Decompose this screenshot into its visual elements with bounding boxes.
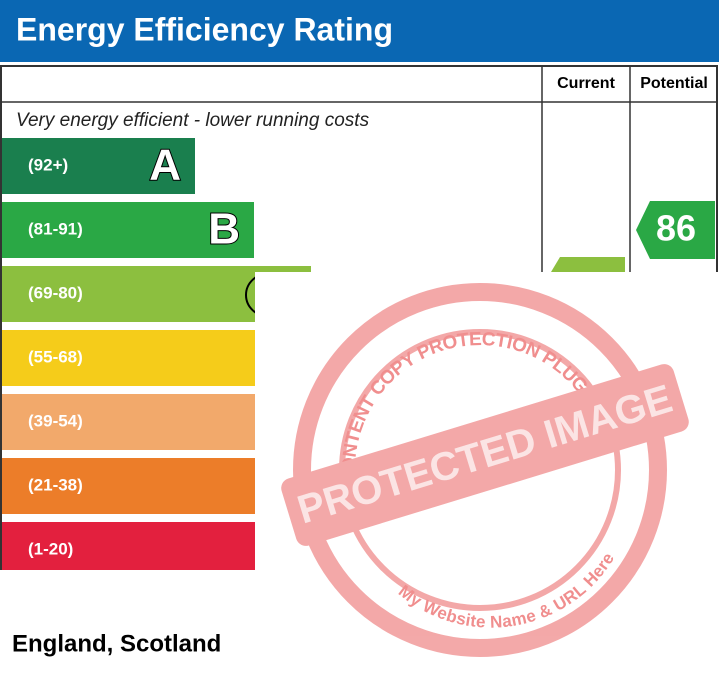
band-bar [2,138,195,194]
band-range: (39-54) [28,411,83,430]
band-range: (1-20) [28,539,73,558]
band-range: (21-38) [28,475,83,494]
stamp-banner [281,364,689,546]
watermark-cover [0,570,719,675]
column-header: Current [557,75,615,92]
potential-arrow [636,201,715,259]
title-bar [0,0,719,62]
band-bar [2,202,254,258]
title: Energy Efficiency Rating [16,11,393,47]
potential-value: 86 [656,208,696,249]
band-letter: A [149,141,181,190]
stamp-ring [293,283,667,657]
band-range: (55-68) [28,347,83,366]
band-range: (69-80) [28,283,83,302]
band-letter: B [208,205,240,254]
top-note: Very energy efficient - lower running co… [16,110,370,131]
current-arrow [551,257,625,272]
band-range: (81-91) [28,219,83,238]
band-range: (92+) [28,155,68,174]
footer: England, Scotland [12,630,221,657]
column-header: Potential [640,75,708,92]
